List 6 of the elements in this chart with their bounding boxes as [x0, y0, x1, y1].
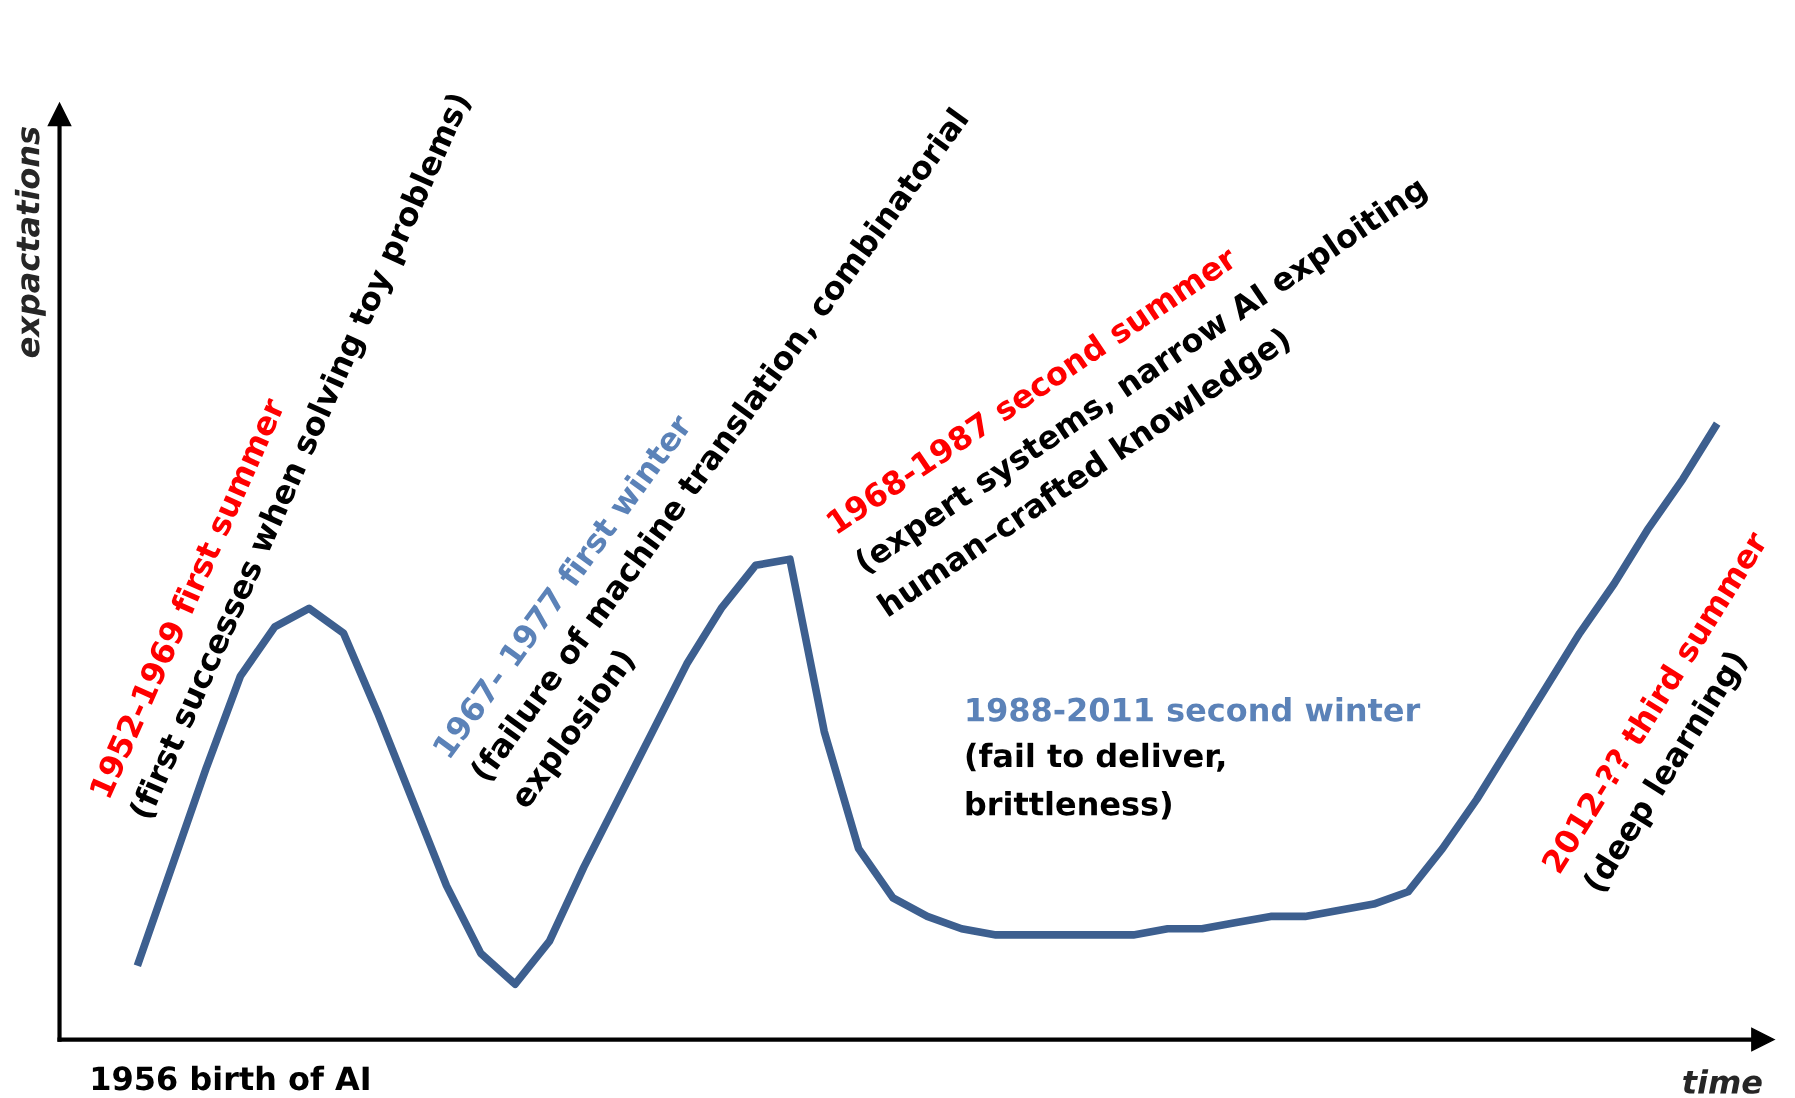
x-axis-title: time [1683, 1069, 1762, 1094]
text: 1956 birth of AI [92, 1065, 369, 1091]
annotation: 1988-2011 second winter [967, 697, 1421, 722]
y-axis-title: expactations [14, 127, 46, 358]
annotation: brittleness) [966, 790, 1171, 820]
annotation: (fail to deliver, [966, 742, 1225, 772]
